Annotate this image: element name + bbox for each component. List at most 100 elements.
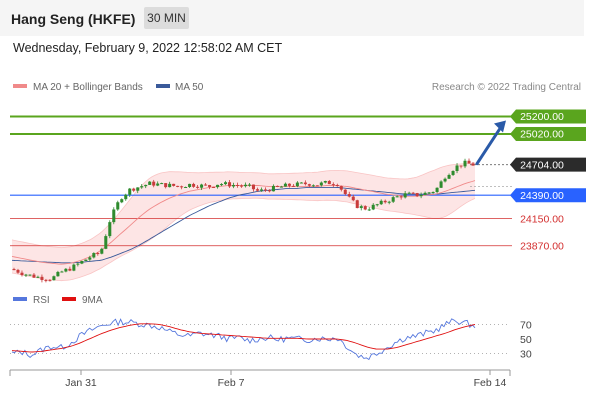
- candle-body: [283, 183, 287, 187]
- candle-body: [307, 184, 311, 186]
- x-axis: Jan 31 Feb 7 Feb 14: [65, 370, 506, 389]
- price-label-support_2: 23870.00: [520, 241, 564, 253]
- price-tag-current: [510, 157, 586, 172]
- candle-body: [220, 184, 224, 186]
- candle-body: [44, 280, 48, 282]
- candle-body: [287, 183, 291, 186]
- rsi-line: [11, 318, 476, 361]
- x-tick-label: Jan 31: [65, 377, 97, 389]
- candle-body: [291, 185, 295, 187]
- candle-body: [327, 180, 331, 185]
- rsi-tick-label: 70: [520, 320, 532, 332]
- candle-body: [184, 186, 188, 188]
- arrow-head: [494, 120, 506, 133]
- candle-body: [96, 253, 100, 255]
- candle-body: [447, 174, 451, 179]
- candle-body: [235, 184, 240, 186]
- price-label-support_1: 24150.00: [520, 213, 564, 225]
- candle-body: [116, 202, 120, 210]
- candle-body: [259, 189, 263, 191]
- candle-body: [152, 181, 156, 186]
- bollinger-lower: [11, 197, 476, 282]
- rsi-ma-legend-label: 9MA: [82, 295, 103, 306]
- arrow-shaft: [475, 123, 504, 166]
- candle-body: [92, 253, 96, 258]
- candle-body: [323, 180, 327, 183]
- ma50-legend-label: MA 50: [175, 82, 204, 93]
- candle-body: [451, 171, 455, 175]
- candle-body: [347, 194, 351, 197]
- candle-body: [463, 160, 467, 167]
- candle-body: [295, 182, 299, 187]
- candle-body: [204, 184, 208, 186]
- candle-body: [84, 259, 88, 262]
- candle-body: [64, 268, 68, 272]
- rsi-ma-line: [11, 323, 476, 353]
- candle-body: [387, 201, 391, 203]
- candle-body: [459, 165, 463, 167]
- candle-body: [391, 197, 395, 202]
- candle-body: [443, 178, 447, 182]
- candle-body: [431, 192, 435, 194]
- ma50-legend-swatch: [156, 84, 170, 88]
- candle-body: [172, 183, 176, 186]
- instrument-title: Hang Seng (HKFE): [11, 11, 136, 27]
- candle-body: [40, 276, 44, 281]
- candle-body: [80, 261, 84, 264]
- candle-body: [315, 185, 319, 187]
- candle-body: [228, 182, 232, 187]
- x-tick-label: Feb 14: [474, 377, 507, 389]
- moving-averages: [11, 180, 476, 265]
- candle-body: [148, 181, 152, 185]
- ma20-legend-swatch: [13, 84, 27, 88]
- candle-body: [471, 163, 475, 166]
- candle-body: [76, 263, 80, 265]
- candle-body: [208, 185, 212, 187]
- interval-button[interactable]: 30 MIN: [144, 7, 189, 29]
- candle-body: [243, 184, 248, 187]
- candle-body: [36, 276, 40, 278]
- candle-body: [232, 184, 236, 187]
- candle-body: [303, 182, 307, 185]
- price-label-resistance_2: 25200.00: [520, 111, 564, 123]
- candle-body: [140, 186, 144, 188]
- candle-body: [224, 182, 228, 185]
- price-label-current: 24704.00: [520, 159, 564, 171]
- candle-body: [12, 269, 16, 271]
- candle-body: [100, 248, 104, 254]
- candle-body: [383, 200, 387, 203]
- candle-body: [335, 184, 339, 187]
- candle-body: [108, 222, 112, 237]
- candle-body: [60, 271, 64, 273]
- candle-body: [144, 184, 148, 187]
- candle-body: [319, 182, 323, 186]
- candle-body: [255, 189, 259, 191]
- candle-body: [24, 274, 28, 276]
- candle-body: [343, 189, 347, 195]
- candle-body: [351, 196, 355, 201]
- candle-body: [419, 194, 423, 197]
- candle-body: [247, 184, 252, 186]
- candle-body: [411, 192, 415, 194]
- price-labels: 25200.00 25020.00 24704.00 24390.00 24150.00…: [510, 109, 586, 253]
- candle-body: [168, 183, 172, 188]
- candle-body: [216, 184, 220, 188]
- candle-body: [439, 181, 443, 188]
- price-label-resistance_1: 25020.00: [520, 129, 564, 141]
- candle-body: [467, 160, 471, 164]
- x-tick-label: Feb 7: [218, 377, 245, 389]
- candle-body: [120, 199, 124, 203]
- candle-body: [176, 185, 180, 187]
- bollinger-band-fill: [12, 162, 475, 281]
- candle-body: [239, 185, 244, 187]
- candle-body: [32, 274, 36, 278]
- candle-body: [156, 183, 160, 186]
- candle-body: [192, 183, 196, 187]
- candle-body: [164, 183, 168, 188]
- candle-body: [48, 280, 52, 282]
- rsi-tick-label: 50: [520, 334, 532, 346]
- candle-body: [435, 187, 439, 193]
- candle-body: [363, 206, 367, 210]
- price-tag-resistance_1: [510, 126, 586, 141]
